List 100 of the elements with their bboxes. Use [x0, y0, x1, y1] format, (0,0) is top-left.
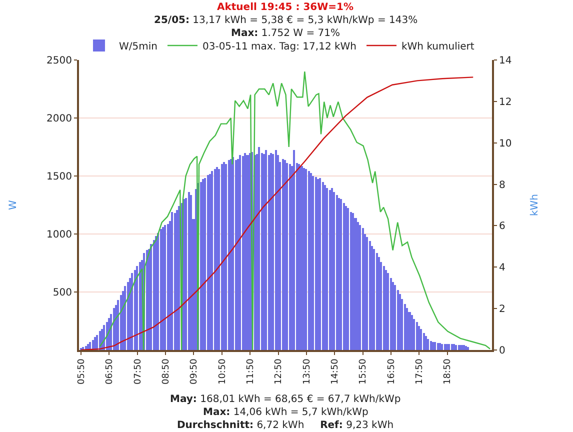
y2-tick-label: 10	[499, 138, 512, 150]
bar	[120, 295, 122, 350]
bar	[289, 164, 291, 350]
bar	[150, 244, 152, 350]
bar	[451, 344, 453, 350]
x-tick-label: 15:50	[358, 358, 369, 385]
y2-tick-label: 2	[499, 304, 506, 316]
bar	[157, 233, 159, 350]
bar	[373, 249, 375, 350]
bar	[225, 164, 227, 350]
bar	[340, 199, 342, 350]
bar	[427, 339, 429, 350]
bar	[286, 163, 288, 350]
bar	[221, 164, 223, 350]
x-tick-label: 10:50	[218, 358, 228, 385]
x-tick-label: 08:50	[161, 358, 172, 385]
bar	[113, 308, 115, 350]
bar	[134, 270, 136, 350]
bar	[312, 176, 314, 350]
bar	[242, 156, 244, 350]
bar	[188, 192, 190, 350]
bar	[124, 286, 126, 350]
bar	[467, 347, 469, 350]
bar	[350, 212, 352, 350]
x-tick-label: 12:50	[274, 358, 284, 385]
bar	[359, 225, 361, 350]
bar	[383, 266, 385, 350]
x-tick-label: 09:50	[190, 358, 200, 385]
x-tick-label: 18:50	[443, 358, 454, 385]
bar	[131, 273, 133, 350]
bar	[160, 229, 162, 350]
text: Durchschnitt: 6,72 kWh Ref: 9,23 kWh	[177, 420, 394, 431]
bar	[444, 344, 446, 350]
legend-label: 03-05-11 max. Tag: 17,12 kWh	[202, 41, 356, 52]
bar	[319, 178, 321, 350]
legend-label: W/5min	[119, 41, 158, 52]
bar	[315, 177, 317, 350]
x-tick-label: 13:50	[302, 358, 312, 385]
bar	[326, 188, 328, 350]
bar	[178, 206, 180, 350]
bar	[228, 160, 230, 350]
bar	[239, 155, 241, 350]
y2-tick-label: 6	[499, 221, 506, 232]
bar	[343, 203, 345, 350]
bar	[455, 345, 457, 350]
bar	[420, 329, 422, 350]
bar	[425, 336, 427, 350]
bar	[376, 253, 378, 350]
legend-label: kWh kumuliert	[402, 41, 474, 52]
y-tick-label: 2500	[46, 56, 72, 66]
x-tick-label: 06:50	[105, 358, 116, 385]
x-tick-label: 16:50	[386, 358, 397, 385]
bar	[174, 213, 176, 350]
bar	[437, 343, 439, 350]
bar	[207, 175, 209, 350]
y-tick-label: 2000	[46, 114, 72, 124]
y2-tick-label: 4	[499, 262, 506, 274]
bar	[214, 169, 216, 350]
y-tick-label: 500	[52, 288, 72, 298]
text: May: 168,01 kWh = 68,65 € = 67,7 kWh/kWp	[170, 394, 401, 405]
bar	[293, 150, 295, 350]
y2-tick-label: 8	[499, 180, 506, 191]
y-tick-label: 1500	[46, 172, 72, 182]
bar	[211, 171, 213, 350]
x-tick-label: 14:50	[330, 358, 341, 385]
bar	[308, 171, 310, 350]
bar	[329, 190, 331, 350]
bar	[275, 150, 277, 350]
bar	[387, 273, 389, 350]
bar	[434, 342, 436, 350]
bar	[167, 224, 169, 350]
bar	[322, 182, 324, 350]
bar	[333, 192, 335, 350]
bar	[458, 345, 460, 350]
bar	[416, 322, 418, 350]
bar	[465, 346, 467, 350]
bar	[136, 266, 138, 350]
bar	[153, 240, 155, 350]
chart-title: Aktuell 19:45 : 36W=1%	[217, 2, 354, 13]
bar	[183, 199, 185, 350]
bar	[448, 344, 450, 350]
bar	[200, 182, 202, 350]
bar	[413, 319, 415, 350]
bar	[246, 155, 249, 350]
bar	[204, 178, 206, 350]
y2-tick-label: 0	[499, 346, 506, 356]
bar	[336, 195, 338, 350]
x-tick-label: 07:50	[133, 358, 144, 385]
bar	[282, 159, 284, 350]
y-axis-title: W	[8, 200, 20, 210]
bar	[171, 212, 173, 350]
bar	[430, 341, 432, 350]
bar	[347, 208, 349, 350]
bar	[258, 147, 260, 350]
y2-tick-label: 14	[499, 56, 512, 66]
bar	[127, 282, 129, 350]
bar	[235, 160, 237, 350]
bar	[423, 333, 425, 350]
y2-tick-label: 12	[499, 96, 512, 108]
bar	[366, 237, 368, 350]
